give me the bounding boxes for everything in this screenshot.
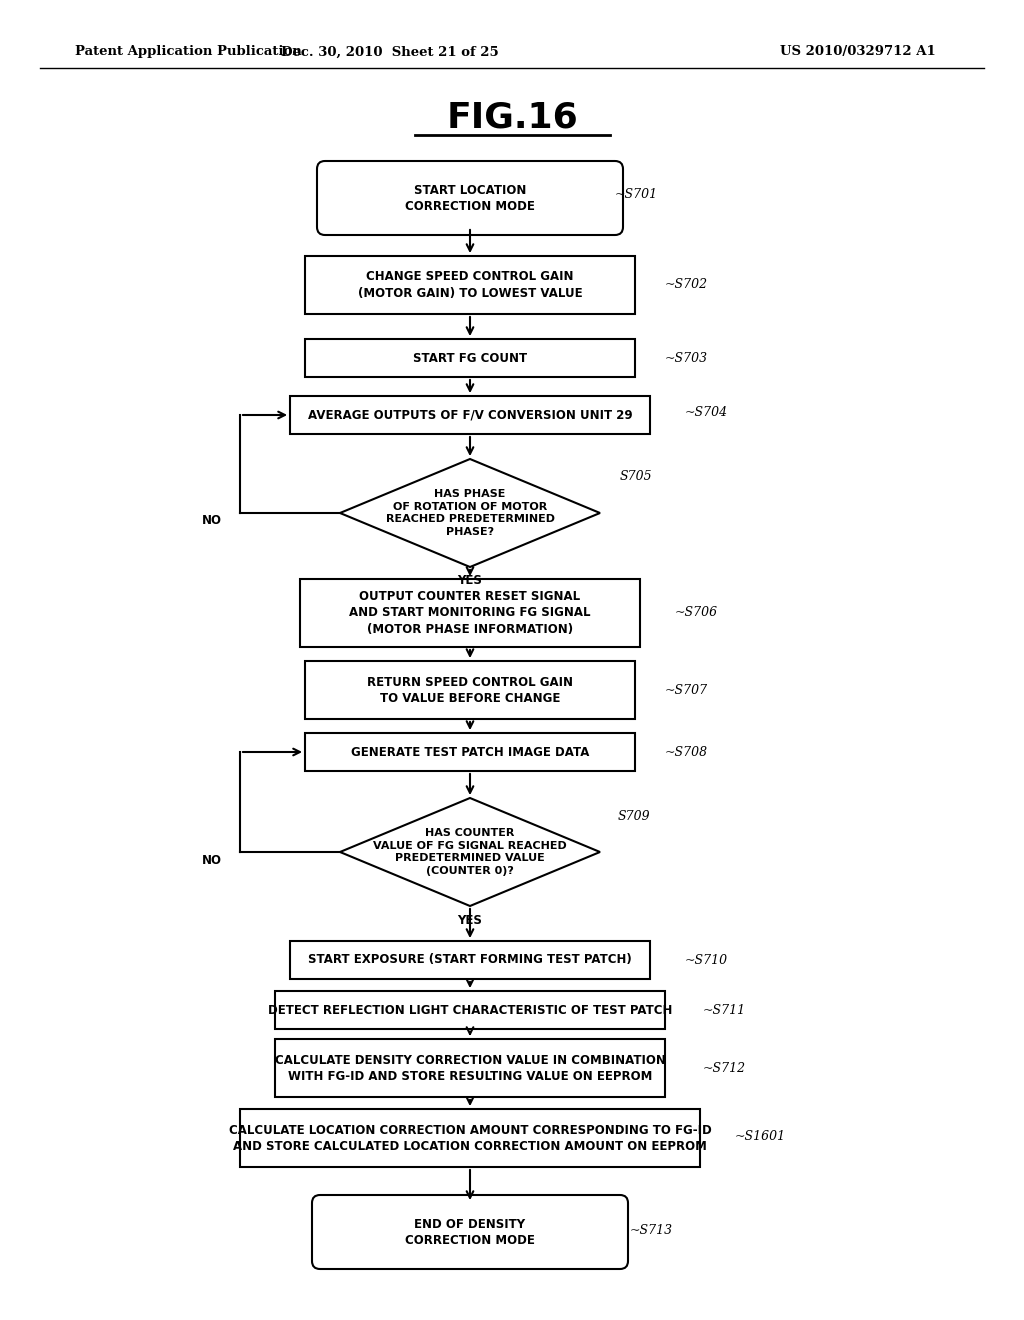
Text: NO: NO	[202, 515, 222, 528]
Text: CALCULATE LOCATION CORRECTION AMOUNT CORRESPONDING TO FG-ID
AND STORE CALCULATED: CALCULATE LOCATION CORRECTION AMOUNT COR…	[228, 1123, 712, 1152]
Bar	[275, 991, 665, 1030]
Bar	[305, 661, 635, 719]
Polygon shape	[340, 799, 600, 906]
Bar	[305, 256, 635, 314]
Bar	[300, 579, 640, 647]
Text: ~S1601: ~S1601	[735, 1130, 786, 1143]
Text: ~S707: ~S707	[665, 684, 709, 697]
Text: RETURN SPEED CONTROL GAIN
TO VALUE BEFORE CHANGE: RETURN SPEED CONTROL GAIN TO VALUE BEFOR…	[367, 676, 573, 705]
Text: START LOCATION
CORRECTION MODE: START LOCATION CORRECTION MODE	[406, 183, 535, 213]
Text: ~S708: ~S708	[665, 746, 709, 759]
Text: ~S706: ~S706	[675, 606, 718, 619]
Text: S709: S709	[618, 809, 650, 822]
Text: ~S712: ~S712	[703, 1061, 746, 1074]
Text: S705: S705	[620, 470, 652, 483]
Text: ~S703: ~S703	[665, 351, 709, 364]
Text: US 2010/0329712 A1: US 2010/0329712 A1	[780, 45, 936, 58]
Bar	[305, 339, 635, 378]
Bar	[275, 1039, 665, 1097]
Polygon shape	[340, 459, 600, 568]
Text: Patent Application Publication: Patent Application Publication	[75, 45, 302, 58]
Text: AVERAGE OUTPUTS OF F/V CONVERSION UNIT 29: AVERAGE OUTPUTS OF F/V CONVERSION UNIT 2…	[307, 408, 632, 421]
Text: CHANGE SPEED CONTROL GAIN
(MOTOR GAIN) TO LOWEST VALUE: CHANGE SPEED CONTROL GAIN (MOTOR GAIN) T…	[357, 271, 583, 300]
Text: ~S710: ~S710	[685, 953, 728, 966]
Bar	[305, 733, 635, 771]
Text: HAS COUNTER
VALUE OF FG SIGNAL REACHED
PREDETERMINED VALUE
(COUNTER 0)?: HAS COUNTER VALUE OF FG SIGNAL REACHED P…	[373, 829, 567, 875]
Bar	[240, 1109, 700, 1167]
Text: DETECT REFLECTION LIGHT CHARACTERISTIC OF TEST PATCH: DETECT REFLECTION LIGHT CHARACTERISTIC O…	[268, 1003, 672, 1016]
Text: FIG.16: FIG.16	[446, 102, 578, 135]
Text: ~S711: ~S711	[703, 1003, 746, 1016]
FancyBboxPatch shape	[317, 161, 623, 235]
Text: START FG COUNT: START FG COUNT	[413, 351, 527, 364]
Text: ~S713: ~S713	[630, 1224, 673, 1237]
Text: HAS PHASE
OF ROTATION OF MOTOR
REACHED PREDETERMINED
PHASE?: HAS PHASE OF ROTATION OF MOTOR REACHED P…	[385, 490, 555, 537]
Bar	[290, 396, 650, 434]
Text: START EXPOSURE (START FORMING TEST PATCH): START EXPOSURE (START FORMING TEST PATCH…	[308, 953, 632, 966]
Text: ~S702: ~S702	[665, 279, 709, 292]
FancyBboxPatch shape	[312, 1195, 628, 1269]
Text: OUTPUT COUNTER RESET SIGNAL
AND START MONITORING FG SIGNAL
(MOTOR PHASE INFORMAT: OUTPUT COUNTER RESET SIGNAL AND START MO…	[349, 590, 591, 635]
Text: Dec. 30, 2010  Sheet 21 of 25: Dec. 30, 2010 Sheet 21 of 25	[282, 45, 499, 58]
Text: ~S704: ~S704	[685, 407, 728, 420]
Text: YES: YES	[458, 574, 482, 587]
Text: GENERATE TEST PATCH IMAGE DATA: GENERATE TEST PATCH IMAGE DATA	[351, 746, 589, 759]
Text: YES: YES	[458, 913, 482, 927]
Text: CALCULATE DENSITY CORRECTION VALUE IN COMBINATION
WITH FG-ID AND STORE RESULTING: CALCULATE DENSITY CORRECTION VALUE IN CO…	[274, 1053, 666, 1082]
Text: END OF DENSITY
CORRECTION MODE: END OF DENSITY CORRECTION MODE	[406, 1217, 535, 1246]
Text: ~S701: ~S701	[615, 187, 658, 201]
Bar	[290, 941, 650, 979]
Text: NO: NO	[202, 854, 222, 866]
